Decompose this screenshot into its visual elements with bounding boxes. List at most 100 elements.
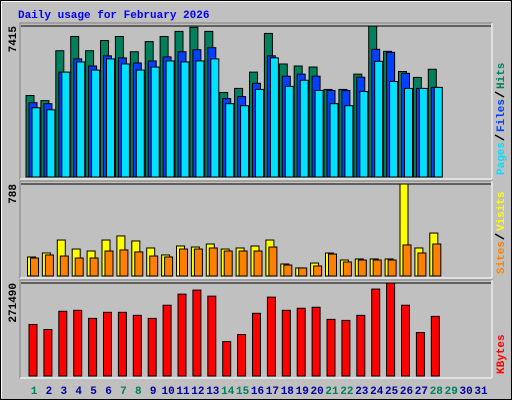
- x-tick-label: 16: [251, 386, 264, 398]
- x-tick-label: 23: [355, 386, 369, 398]
- bar: [433, 86, 443, 178]
- legend-separator: [494, 233, 505, 240]
- bar: [387, 259, 397, 277]
- bar: [266, 296, 276, 377]
- bar: [210, 58, 220, 178]
- bar: [269, 57, 279, 178]
- x-tick-label: 24: [370, 386, 384, 398]
- x-tick-label: 20: [310, 386, 323, 398]
- bar: [59, 255, 69, 277]
- bar: [223, 250, 233, 277]
- bar: [296, 307, 306, 377]
- bar: [192, 289, 202, 377]
- legend-label: Files: [496, 99, 508, 132]
- bar: [117, 311, 127, 377]
- bar: [132, 314, 142, 377]
- chart-title: Daily usage for February 2026: [18, 10, 209, 22]
- bar: [76, 61, 86, 178]
- bar: [326, 318, 336, 377]
- bar: [208, 247, 218, 277]
- bar: [225, 103, 235, 178]
- bar: [193, 248, 203, 277]
- bar: [88, 317, 98, 377]
- x-tick-label: 3: [60, 386, 67, 398]
- bar: [165, 60, 175, 178]
- bar: [342, 261, 352, 277]
- bar: [147, 317, 157, 377]
- x-tick-label: 9: [150, 386, 157, 398]
- x-tick-label: 30: [459, 386, 472, 398]
- bar: [281, 309, 291, 377]
- x-tick-label: 4: [75, 386, 82, 398]
- bar: [389, 80, 399, 178]
- bar: [311, 306, 321, 377]
- legend-label: Pages: [496, 142, 508, 175]
- bar: [46, 109, 56, 178]
- x-tick-label: 18: [281, 386, 295, 398]
- bar: [177, 293, 187, 377]
- bar: [179, 248, 188, 277]
- x-tick-label: 8: [135, 386, 142, 398]
- legend: Pages Files Hits: [494, 63, 508, 175]
- x-tick-label: 10: [161, 386, 174, 398]
- bar: [371, 288, 381, 377]
- x-tick-label: 31: [474, 386, 488, 398]
- bar: [359, 90, 369, 178]
- bar: [58, 310, 68, 377]
- bar: [415, 332, 425, 377]
- bar: [43, 329, 53, 377]
- legend-separator: [494, 91, 505, 98]
- bar: [103, 311, 112, 377]
- x-tick-label: 21: [325, 386, 339, 398]
- x-tick-label: 2: [46, 386, 53, 398]
- bar: [372, 259, 382, 277]
- x-tick-label: 17: [266, 386, 279, 398]
- x-tick-label: 5: [90, 386, 97, 398]
- bar: [73, 309, 83, 377]
- x-tick-label: 7: [120, 386, 127, 398]
- legend-label: Hits: [496, 63, 508, 89]
- bar: [207, 295, 217, 377]
- bar: [237, 334, 247, 377]
- bar: [356, 314, 366, 377]
- bar: [61, 71, 71, 178]
- bar: [268, 246, 278, 277]
- bar: [402, 244, 412, 277]
- x-tick-label: 26: [400, 386, 413, 398]
- legend: Sites Visits: [494, 191, 508, 274]
- bar: [298, 267, 308, 277]
- bar: [89, 257, 99, 277]
- bar: [313, 265, 323, 277]
- bar: [106, 58, 115, 178]
- bar: [432, 243, 442, 277]
- bar: [314, 89, 324, 178]
- x-tick-label: 11: [176, 386, 190, 398]
- bar: [31, 107, 41, 178]
- y-tick-label: 271490: [8, 283, 20, 323]
- bar: [44, 254, 54, 277]
- bar: [238, 250, 248, 277]
- x-tick-label: 14: [221, 386, 235, 398]
- bar: [252, 312, 261, 377]
- bar: [283, 264, 293, 277]
- bar: [91, 69, 101, 178]
- x-tick-label: 12: [191, 386, 204, 398]
- bar: [164, 256, 174, 277]
- x-tick-label: 29: [445, 386, 458, 398]
- x-tick-label: 6: [105, 386, 112, 398]
- bar: [328, 253, 337, 277]
- bar: [28, 323, 38, 377]
- bar: [374, 60, 384, 178]
- bar: [401, 304, 410, 377]
- legend-label: Visits: [496, 191, 508, 231]
- bar: [404, 87, 413, 178]
- x-tick-label: 15: [236, 386, 250, 398]
- x-tick-label: 25: [385, 386, 399, 398]
- x-tick-label: 19: [296, 386, 309, 398]
- bar: [344, 105, 354, 178]
- legend-label: KBytes: [496, 334, 508, 374]
- bar: [180, 61, 190, 178]
- x-tick-label: 28: [430, 386, 444, 398]
- bar: [253, 250, 263, 277]
